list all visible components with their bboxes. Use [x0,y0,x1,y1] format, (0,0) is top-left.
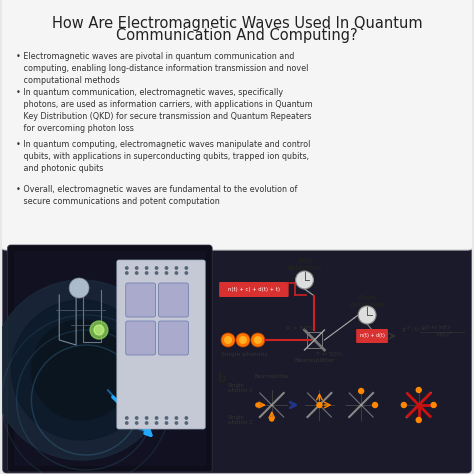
Circle shape [31,320,131,420]
Circle shape [416,388,421,392]
FancyBboxPatch shape [219,282,289,297]
Circle shape [270,417,274,421]
Circle shape [251,333,265,347]
Circle shape [185,272,188,274]
FancyBboxPatch shape [356,329,388,343]
Circle shape [136,417,138,419]
Text: Stop
detection: Stop detection [287,258,322,271]
Circle shape [224,336,232,344]
Circle shape [221,333,235,347]
FancyBboxPatch shape [126,283,155,317]
Text: • Overall, electromagnetic waves are fundamental to the evolution of
   secure c: • Overall, electromagnetic waves are fun… [16,185,297,206]
Text: n(t) + c) + d(t) + t): n(t) + c) + d(t) + t) [228,287,280,292]
FancyBboxPatch shape [158,321,188,355]
Text: $\langle$n(t+$\tau$)n(t)$\rangle$: $\langle$n(t+$\tau$)n(t)$\rangle$ [420,323,452,332]
Circle shape [175,267,178,269]
Circle shape [165,417,168,419]
Circle shape [317,402,322,408]
Circle shape [416,418,421,422]
Circle shape [165,422,168,424]
Circle shape [373,402,377,408]
Circle shape [0,280,171,460]
Circle shape [136,267,138,269]
Circle shape [146,422,148,424]
Circle shape [136,422,138,424]
Circle shape [185,267,188,269]
Circle shape [175,272,178,274]
FancyBboxPatch shape [117,260,205,429]
Text: b: b [218,372,227,385]
Text: Single photons: Single photons [220,352,267,357]
FancyBboxPatch shape [158,283,188,317]
Circle shape [146,272,148,274]
Circle shape [94,325,104,335]
Circle shape [236,333,250,347]
Text: T = 50%: T = 50% [316,352,343,356]
FancyBboxPatch shape [126,321,155,355]
Text: n(t) + d(t): n(t) + d(t) [360,334,384,338]
Circle shape [11,300,151,440]
Circle shape [155,422,158,424]
Circle shape [90,321,108,339]
Bar [307,332,322,348]
Circle shape [359,389,364,393]
Text: • In quantum computing, electromagnetic waves manipulate and control
   qubits, : • In quantum computing, electromagnetic … [16,140,310,173]
Text: Beamsplitter: Beamsplitter [254,374,290,379]
Circle shape [146,417,148,419]
Circle shape [175,417,178,419]
Text: g$^{(2)}$ (t) =: g$^{(2)}$ (t) = [401,325,426,335]
Circle shape [155,417,158,419]
Circle shape [185,422,188,424]
Circle shape [69,278,89,298]
Text: Single
photon 2: Single photon 2 [228,415,253,425]
FancyBboxPatch shape [8,245,212,472]
Bar [213,246,469,474]
Circle shape [126,267,128,269]
Circle shape [126,272,128,274]
Text: Start
detection: Start detection [349,295,385,308]
Circle shape [256,403,260,407]
Circle shape [126,422,128,424]
Circle shape [358,306,376,324]
Circle shape [126,417,128,419]
Text: How Are Electromagnetic Waves Used In Quantum: How Are Electromagnetic Waves Used In Qu… [52,16,422,31]
Circle shape [155,272,158,274]
Circle shape [296,271,313,289]
Circle shape [239,336,247,344]
Text: • Electromagnetic waves are pivotal in quantum communication and
   computing, e: • Electromagnetic waves are pivotal in q… [16,52,308,85]
Circle shape [165,272,168,274]
Text: • In quantum communication, electromagnetic waves, specifically
   photons, are : • In quantum communication, electromagne… [16,88,312,134]
Circle shape [254,336,262,344]
Text: Beamsplitter: Beamsplitter [294,358,335,363]
Text: R = 50%: R = 50% [286,326,313,330]
Text: Communication And Computing?: Communication And Computing? [116,28,358,43]
Circle shape [431,402,436,408]
Circle shape [401,402,406,408]
Circle shape [146,267,148,269]
Circle shape [185,417,188,419]
Text: Single
photon 1: Single photon 1 [228,383,253,393]
Circle shape [155,267,158,269]
FancyBboxPatch shape [3,239,471,473]
Circle shape [165,267,168,269]
FancyBboxPatch shape [0,0,474,250]
Circle shape [175,422,178,424]
Text: $\langle$n(t)$\rangle^2$: $\langle$n(t)$\rangle^2$ [435,330,452,340]
Circle shape [136,272,138,274]
Bar [14,251,206,466]
